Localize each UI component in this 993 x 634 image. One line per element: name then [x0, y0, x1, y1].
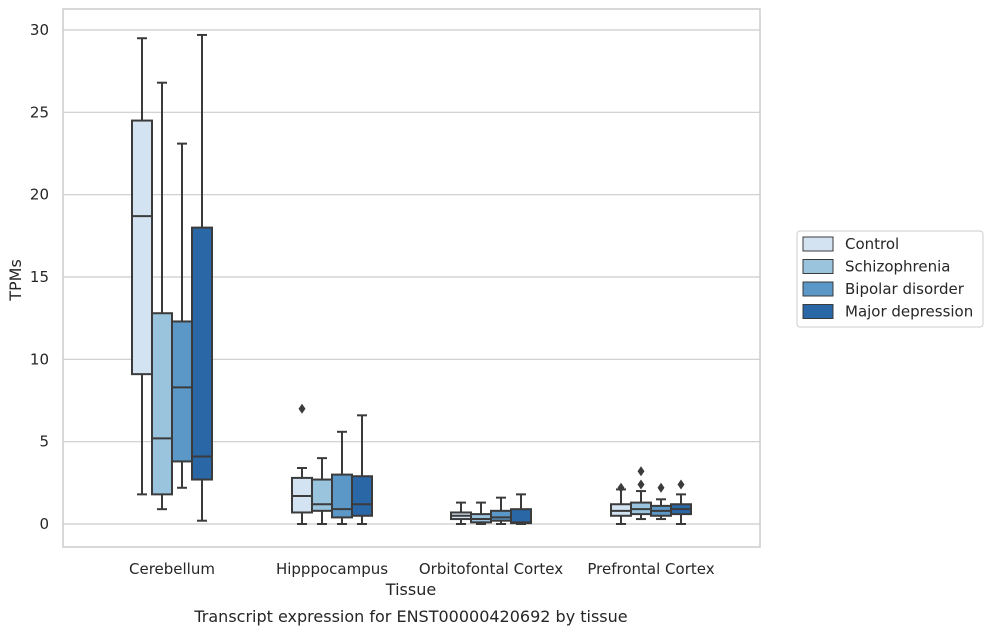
box — [171, 142, 193, 489]
box — [131, 37, 153, 496]
legend-swatch — [802, 259, 834, 274]
y-tick-label: 5 — [39, 433, 49, 451]
outlier-point — [677, 479, 685, 490]
iqr-box — [191, 226, 213, 481]
legend-label: Control — [845, 235, 899, 253]
box — [630, 466, 652, 521]
series-bipolar-disorder — [171, 142, 672, 525]
outlier-point — [657, 482, 665, 493]
y-tick-label: 30 — [30, 21, 49, 39]
y-tick-label: 25 — [30, 103, 49, 121]
box — [351, 414, 373, 525]
y-tick-label: 20 — [30, 186, 49, 204]
iqr-box — [490, 509, 512, 522]
x-tick-label: Cerebellum — [129, 560, 215, 578]
outlier-point — [617, 482, 625, 493]
box — [670, 479, 692, 525]
outlier-point — [637, 466, 645, 477]
box — [510, 493, 532, 525]
legend-swatch — [802, 304, 834, 319]
y-tick-label: 0 — [39, 515, 49, 533]
chart-caption: Transcript expression for ENST0000042069… — [193, 607, 627, 626]
iqr-box — [131, 119, 153, 376]
series-schizophrenia — [151, 81, 652, 525]
legend-frame — [796, 230, 984, 328]
legend-label: Schizophrenia — [845, 258, 950, 276]
x-tick-label: Orbitofontal Cortex — [419, 560, 563, 578]
y-tick-label: 15 — [30, 268, 49, 286]
series-control — [131, 37, 632, 525]
iqr-box — [151, 312, 173, 496]
legend-label: Major depression — [845, 303, 973, 321]
iqr-box — [510, 508, 532, 525]
x-tick-label: Hipppocampus — [276, 560, 388, 578]
y-tick-label: 10 — [30, 350, 49, 368]
box — [291, 403, 313, 525]
x-tick-label: Prefrontal Cortex — [587, 560, 714, 578]
x-tick-labels: Cerebellum Hipppocampus Orbitofontal Corte… — [129, 560, 715, 578]
series-major-depression — [191, 33, 692, 525]
iqr-box — [351, 475, 373, 517]
box — [191, 33, 213, 522]
y-axis-label: TPMs — [6, 259, 25, 302]
box-series — [131, 33, 692, 525]
legend-swatch — [802, 236, 834, 252]
iqr-box — [171, 320, 193, 463]
iqr-box — [331, 473, 353, 519]
outlier-point — [298, 403, 306, 414]
iqr-box — [311, 478, 333, 512]
box — [151, 81, 173, 511]
y-tick-labels: 0 5 10 15 20 25 30 — [30, 21, 49, 533]
box — [610, 482, 632, 525]
outlier-point — [637, 479, 645, 490]
legend-swatch — [802, 281, 834, 297]
legend: Control Schizophrenia Bipolar disorder Majo… — [796, 230, 984, 328]
legend-label: Bipolar disorder — [845, 280, 965, 298]
x-axis-label: Tissue — [385, 580, 436, 599]
box — [450, 501, 472, 525]
